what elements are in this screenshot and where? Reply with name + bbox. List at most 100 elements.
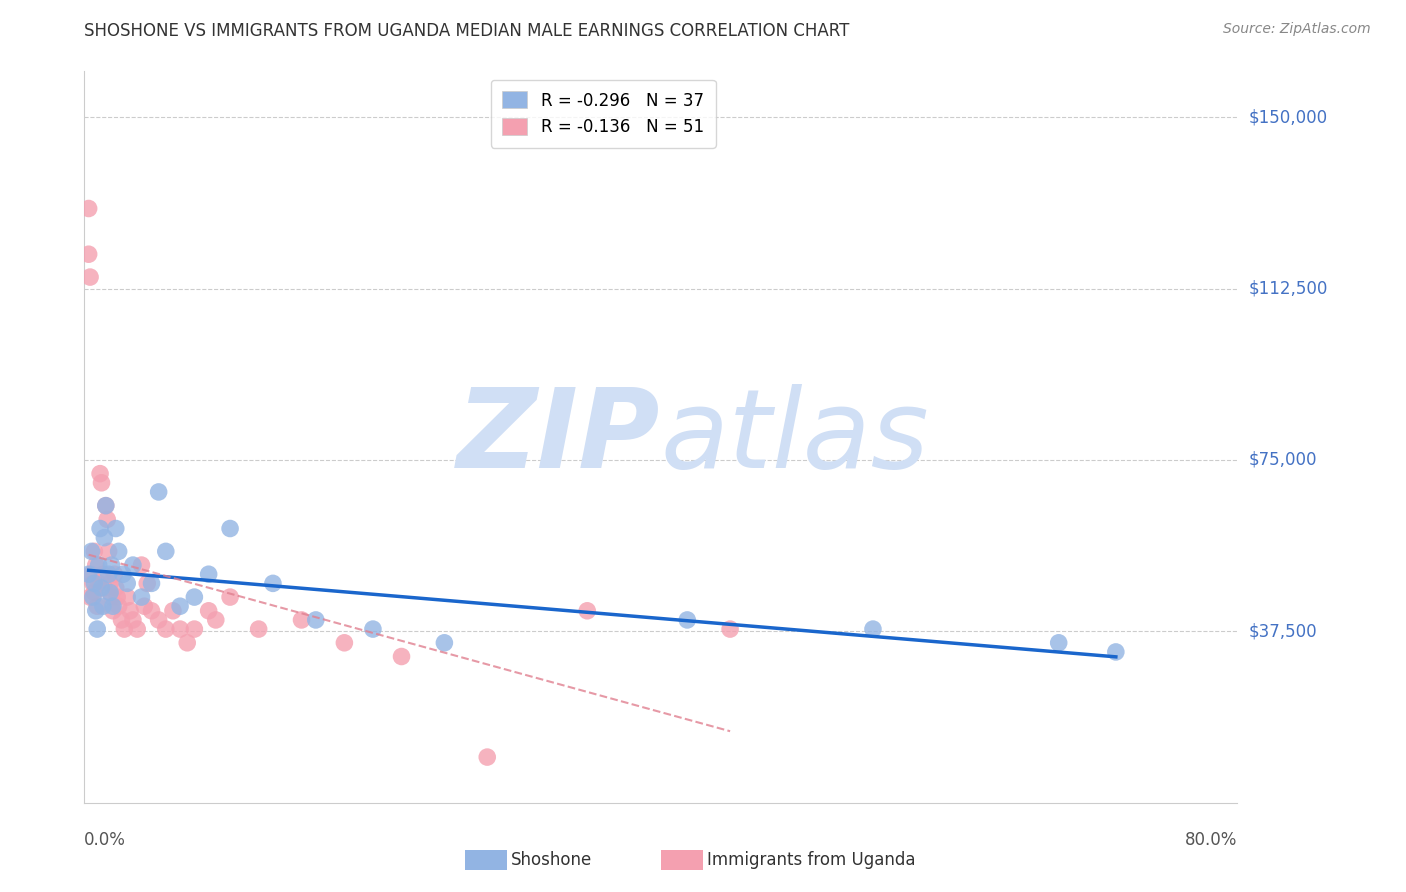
Point — [122, 613, 145, 627]
Point — [98, 576, 121, 591]
Point — [333, 636, 356, 650]
Point — [101, 599, 124, 614]
Point — [141, 576, 163, 591]
Point — [141, 604, 163, 618]
Text: Shoshone: Shoshone — [510, 851, 592, 869]
Point — [83, 576, 105, 591]
Point — [104, 521, 127, 535]
Point — [169, 622, 191, 636]
Text: 80.0%: 80.0% — [1185, 830, 1237, 848]
Point — [96, 512, 118, 526]
Point — [98, 585, 121, 599]
Text: atlas: atlas — [661, 384, 929, 491]
Point — [77, 202, 100, 216]
Point — [148, 613, 170, 627]
Point — [82, 576, 104, 591]
Point — [290, 613, 312, 627]
Point — [93, 581, 115, 595]
Point — [176, 636, 198, 650]
Point — [433, 636, 456, 650]
Point — [82, 590, 104, 604]
Point — [86, 599, 108, 614]
Point — [477, 750, 499, 764]
Text: $37,500: $37,500 — [1249, 623, 1317, 640]
Point — [94, 499, 117, 513]
Point — [89, 467, 111, 481]
Point — [120, 604, 142, 618]
Point — [148, 485, 170, 500]
Point — [105, 590, 128, 604]
Text: $112,500: $112,500 — [1249, 279, 1327, 298]
Point — [112, 622, 135, 636]
Point — [97, 544, 120, 558]
Point — [94, 499, 117, 513]
Point — [391, 649, 413, 664]
Point — [100, 558, 122, 573]
Point — [90, 475, 112, 490]
Point — [197, 604, 219, 618]
Point — [136, 576, 159, 591]
Point — [83, 585, 105, 599]
Point — [131, 590, 153, 604]
Text: SHOSHONE VS IMMIGRANTS FROM UGANDA MEDIAN MALE EARNINGS CORRELATION CHART: SHOSHONE VS IMMIGRANTS FROM UGANDA MEDIA… — [84, 22, 849, 40]
Text: ZIP: ZIP — [457, 384, 661, 491]
Point — [115, 590, 138, 604]
Point — [103, 567, 125, 582]
Point — [86, 622, 108, 636]
Point — [80, 567, 103, 582]
Legend: R = -0.296   N = 37, R = -0.136   N = 51: R = -0.296 N = 37, R = -0.136 N = 51 — [491, 79, 716, 148]
Point — [131, 558, 153, 573]
Point — [83, 544, 105, 558]
Text: Immigrants from Uganda: Immigrants from Uganda — [707, 851, 915, 869]
Point — [93, 531, 115, 545]
Point — [115, 576, 138, 591]
Text: $75,000: $75,000 — [1249, 451, 1317, 469]
Point — [79, 590, 101, 604]
Point — [122, 558, 145, 573]
Point — [162, 604, 184, 618]
Point — [262, 576, 284, 591]
Point — [87, 558, 110, 573]
Point — [84, 558, 107, 573]
Point — [183, 622, 205, 636]
Point — [127, 622, 149, 636]
Point — [104, 581, 127, 595]
Point — [219, 521, 242, 535]
Text: 0.0%: 0.0% — [84, 830, 127, 848]
Point — [183, 590, 205, 604]
Point — [1105, 645, 1128, 659]
Point — [862, 622, 884, 636]
Point — [169, 599, 191, 614]
Point — [676, 613, 699, 627]
Point — [219, 590, 242, 604]
Point — [84, 604, 107, 618]
Point — [100, 590, 122, 604]
Point — [718, 622, 741, 636]
Point — [1047, 636, 1070, 650]
Point — [204, 613, 226, 627]
Point — [87, 576, 110, 591]
Point — [89, 521, 111, 535]
Point — [111, 567, 134, 582]
Point — [576, 604, 599, 618]
Point — [80, 544, 103, 558]
Point — [97, 567, 120, 582]
Point — [91, 599, 114, 614]
Text: Source: ZipAtlas.com: Source: ZipAtlas.com — [1223, 22, 1371, 37]
Point — [361, 622, 384, 636]
Point — [107, 544, 129, 558]
Point — [77, 567, 100, 582]
Point — [155, 544, 177, 558]
Point — [79, 270, 101, 285]
Point — [134, 599, 156, 614]
Point — [197, 567, 219, 582]
Point — [101, 604, 124, 618]
Point — [110, 613, 132, 627]
Point — [91, 567, 114, 582]
Text: $150,000: $150,000 — [1249, 108, 1327, 126]
Point — [305, 613, 328, 627]
Point — [77, 247, 100, 261]
Point — [107, 599, 129, 614]
Point — [247, 622, 270, 636]
Point — [155, 622, 177, 636]
